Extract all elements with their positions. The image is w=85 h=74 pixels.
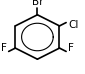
Text: Cl: Cl — [68, 20, 78, 30]
Text: Br: Br — [32, 0, 43, 7]
Text: F: F — [68, 43, 74, 53]
Text: F: F — [1, 43, 7, 53]
